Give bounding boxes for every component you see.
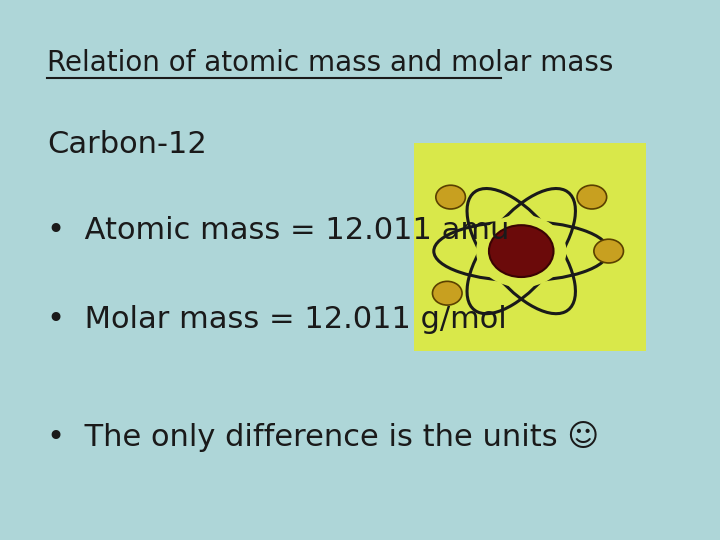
FancyBboxPatch shape xyxy=(413,143,646,351)
Circle shape xyxy=(489,225,554,277)
Circle shape xyxy=(577,185,607,209)
Circle shape xyxy=(476,215,567,287)
Text: •  The only difference is the units ☺: • The only difference is the units ☺ xyxy=(47,421,599,452)
Circle shape xyxy=(436,185,465,209)
Text: •  Molar mass = 12.011 g/mol: • Molar mass = 12.011 g/mol xyxy=(47,305,507,334)
Text: Carbon-12: Carbon-12 xyxy=(47,130,207,159)
Circle shape xyxy=(594,239,624,263)
Text: Relation of atomic mass and molar mass: Relation of atomic mass and molar mass xyxy=(47,49,613,77)
Text: •  Atomic mass = 12.011 amu: • Atomic mass = 12.011 amu xyxy=(47,216,510,245)
Circle shape xyxy=(433,281,462,305)
